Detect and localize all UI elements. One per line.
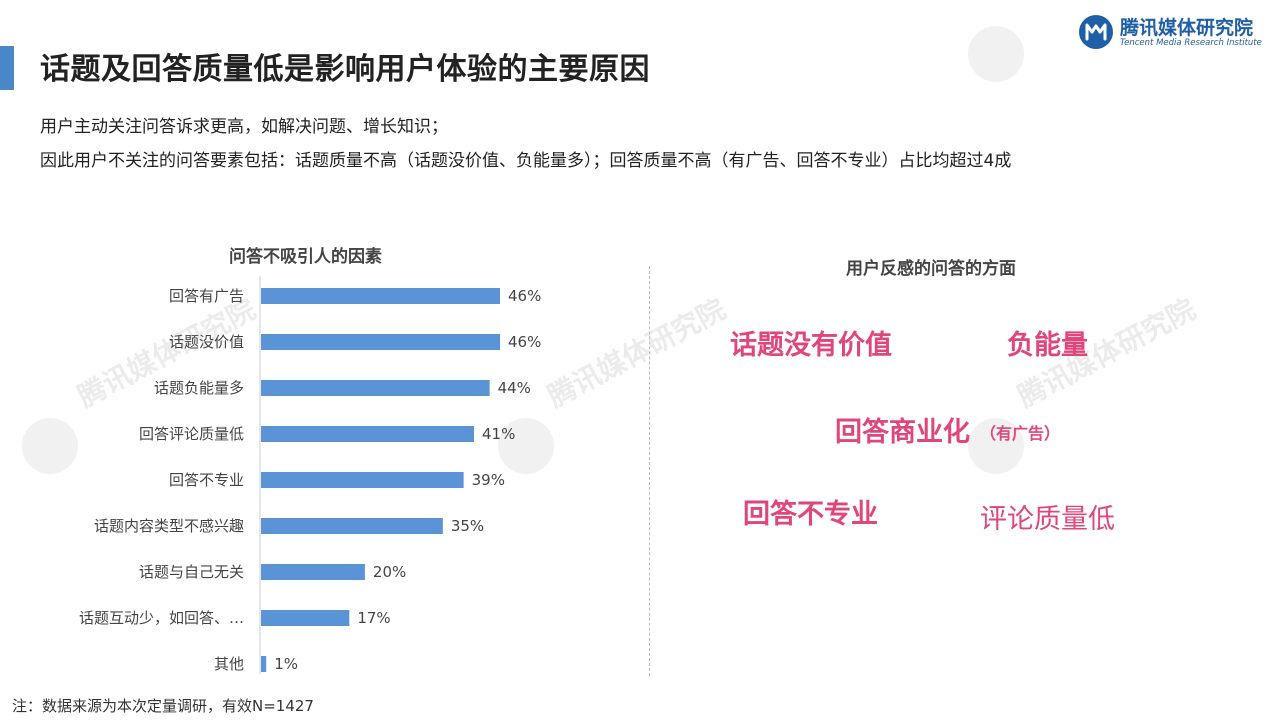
bar-chart: 回答有广告 46% 话题没价值 46% 话题负能量多 44% 回答评论质量低 41% 回答不专业… [79, 276, 541, 674]
bar-value-label: 39% [472, 471, 505, 489]
bar-category-label: 回答有广告 [169, 287, 244, 305]
bar-value-label: 35% [451, 517, 484, 535]
word-cloud-item: 负能量 [1007, 330, 1088, 361]
tencent-media-logo-icon [1079, 15, 1113, 49]
page-title: 话题及回答质量低是影响用户体验的主要原因 [40, 52, 650, 87]
bar-value-label: 46% [508, 287, 541, 305]
bar [261, 656, 267, 672]
bar-value-label: 44% [498, 379, 531, 397]
bar-category-label: 话题与自己无关 [139, 563, 244, 581]
bar-category-label: 其他 [214, 655, 244, 673]
bar-category-label: 话题互动少，如回答、… [79, 609, 244, 627]
title-accent-bar [0, 46, 14, 90]
bar [261, 288, 500, 304]
bar-chart-title: 问答不吸引人的因素 [229, 247, 382, 267]
word-cloud-item: 评论质量低 [980, 504, 1115, 535]
bar-category-label: 回答不专业 [169, 471, 244, 489]
bar-category-label: 回答评论质量低 [139, 425, 244, 443]
bar-category-label: 话题没价值 [169, 333, 244, 351]
bar [261, 380, 490, 396]
bar [261, 334, 500, 350]
subtitle-line-2: 因此用户不关注的问答要素包括：话题质量不高（话题没价值、负能量多）；回答质量不高… [40, 151, 1012, 171]
bar-value-label: 41% [482, 425, 515, 443]
subtitle-line-1: 用户主动关注问答诉求更高，如解决问题、增长知识； [40, 117, 448, 137]
word-cloud-item: 回答商业化 [835, 417, 970, 448]
bar [261, 518, 443, 534]
bar-value-label: 20% [373, 563, 406, 581]
bar [261, 426, 475, 442]
word-cloud-item: 回答不专业 [743, 499, 878, 530]
bar-value-label: 1% [274, 655, 298, 673]
chart-divider [649, 266, 650, 676]
logo-english-name: Tencent Media Research Institute [1120, 38, 1262, 48]
word-cloud-item-note: （有广告） [980, 424, 1061, 443]
bar-category-label: 话题内容类型不感兴趣 [94, 517, 244, 535]
logo-chinese-name: 腾讯媒体研究院 [1120, 17, 1254, 39]
bar-value-label: 46% [508, 333, 541, 351]
watermark-logo-icon [968, 26, 1024, 82]
bar [261, 472, 464, 488]
bar [261, 564, 365, 580]
word-cloud-title: 用户反感的问答的方面 [846, 259, 1016, 279]
bar-category-label: 话题负能量多 [154, 379, 244, 397]
brand-logo: 腾讯媒体研究院 Tencent Media Research Institute [1078, 12, 1274, 52]
bar-value-label: 17% [357, 609, 390, 627]
bar [261, 610, 350, 626]
footnote: 注：数据来源为本次定量调研，有效N=1427 [12, 697, 314, 715]
word-cloud-item: 话题没有价值 [730, 330, 892, 361]
